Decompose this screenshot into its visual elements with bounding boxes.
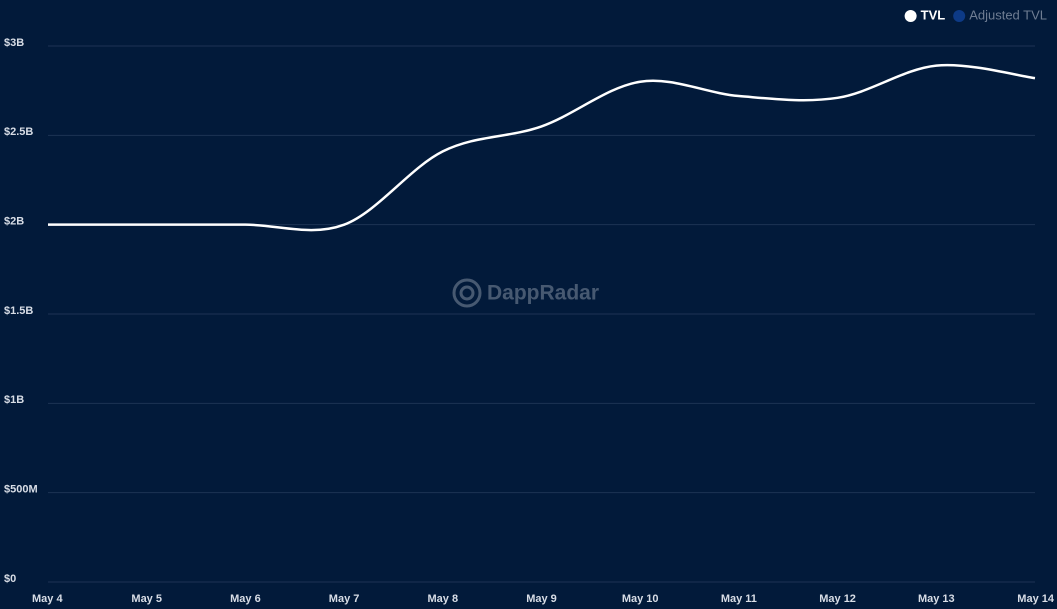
x-tick-label: May 6 — [230, 593, 261, 605]
watermark-logo — [452, 278, 482, 308]
x-tick-label: May 12 — [819, 593, 856, 605]
watermark-text: DappRadar — [487, 282, 599, 305]
legend-label: TVL — [921, 7, 946, 22]
y-tick-label: $1B — [4, 394, 24, 406]
legend-marker — [904, 10, 917, 22]
line — [47, 63, 1036, 232]
y-tick-label: $1.5B — [4, 305, 33, 317]
x-tick-label: May 5 — [131, 593, 162, 605]
watermark: DappRadar — [452, 278, 599, 308]
y-tick-label: $0 — [4, 573, 16, 585]
y-tick-label: $2B — [4, 216, 24, 228]
x-tick-label: May 11 — [721, 593, 757, 605]
legend-label: Adjusted TVL — [969, 7, 1047, 22]
x-tick-label: May 7 — [329, 593, 360, 605]
x-tick-label: May 9 — [526, 593, 557, 605]
x-tick-label: May 13 — [918, 593, 955, 605]
legend-marker — [953, 10, 966, 22]
y-tick-label: $2.5B — [4, 126, 33, 138]
y-tick-label: $3B — [4, 37, 24, 49]
y-tick-label: $500M — [4, 484, 38, 496]
x-tick-label: May 8 — [428, 593, 459, 605]
watermark-logo-inner — [459, 285, 475, 301]
x-tick-label: May 4 — [32, 593, 63, 605]
x-tick-label: May 10 — [622, 593, 659, 605]
x-tick-label: May 14 — [1017, 593, 1055, 605]
